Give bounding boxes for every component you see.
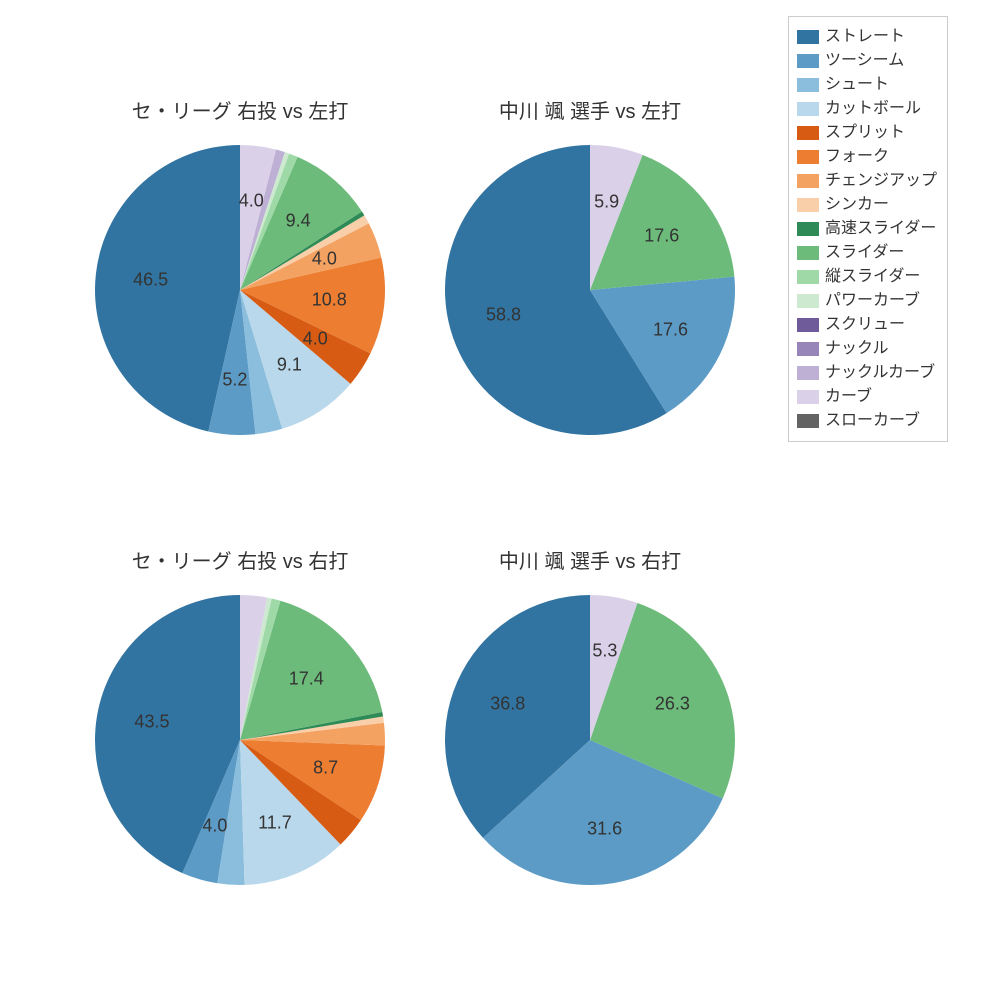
legend-label: シンカー	[825, 193, 889, 217]
legend-item: スクリュー	[797, 313, 937, 337]
pie-holder	[95, 595, 385, 890]
legend-label: スクリュー	[825, 313, 905, 337]
legend-label: ナックルカーブ	[825, 361, 935, 385]
legend-item: ナックルカーブ	[797, 361, 937, 385]
chart-title: セ・リーグ 右投 vs 右打	[132, 545, 349, 574]
chart-stage: セ・リーグ 右投 vs 左打46.55.29.14.010.84.09.44.0…	[0, 0, 1000, 1000]
legend-label: シュート	[825, 73, 889, 97]
legend-item: 縦スライダー	[797, 265, 937, 289]
legend-swatch	[797, 390, 819, 404]
pie-holder	[95, 145, 385, 440]
legend-item: シンカー	[797, 193, 937, 217]
legend-item: パワーカーブ	[797, 289, 937, 313]
legend-item: 高速スライダー	[797, 217, 937, 241]
legend-swatch	[797, 78, 819, 92]
legend-item: チェンジアップ	[797, 169, 937, 193]
legend-swatch	[797, 318, 819, 332]
pie-holder	[445, 595, 735, 890]
legend: ストレートツーシームシュートカットボールスプリットフォークチェンジアップシンカー…	[788, 16, 948, 442]
legend-item: スライダー	[797, 241, 937, 265]
legend-swatch	[797, 126, 819, 140]
legend-swatch	[797, 150, 819, 164]
chart-title: 中川 颯 選手 vs 右打	[499, 545, 681, 574]
legend-label: ナックル	[825, 337, 889, 361]
pie-chart	[445, 595, 735, 885]
legend-label: カーブ	[825, 385, 872, 409]
legend-label: カットボール	[825, 97, 921, 121]
legend-swatch	[797, 246, 819, 260]
legend-item: カットボール	[797, 97, 937, 121]
legend-swatch	[797, 270, 819, 284]
legend-swatch	[797, 30, 819, 44]
legend-label: チェンジアップ	[825, 169, 937, 193]
legend-label: スローカーブ	[825, 409, 920, 433]
legend-swatch	[797, 54, 819, 68]
legend-item: シュート	[797, 73, 937, 97]
legend-swatch	[797, 366, 819, 380]
legend-item: カーブ	[797, 385, 937, 409]
legend-swatch	[797, 222, 819, 236]
pie-holder	[445, 145, 735, 440]
legend-label: スライダー	[825, 241, 904, 265]
pie-chart	[445, 145, 735, 435]
legend-item: ツーシーム	[797, 49, 937, 73]
legend-swatch	[797, 174, 819, 188]
pie-chart	[95, 595, 385, 885]
legend-label: ストレート	[825, 25, 905, 49]
legend-label: フォーク	[825, 145, 889, 169]
legend-label: ツーシーム	[825, 49, 904, 73]
pie-chart	[95, 145, 385, 435]
legend-item: スローカーブ	[797, 409, 937, 433]
legend-swatch	[797, 198, 819, 212]
legend-item: ナックル	[797, 337, 937, 361]
legend-swatch	[797, 294, 819, 308]
legend-item: フォーク	[797, 145, 937, 169]
chart-title: セ・リーグ 右投 vs 左打	[132, 95, 349, 124]
legend-item: スプリット	[797, 121, 937, 145]
legend-label: 縦スライダー	[825, 265, 920, 289]
legend-swatch	[797, 342, 819, 356]
legend-label: スプリット	[825, 121, 905, 145]
legend-label: パワーカーブ	[825, 289, 920, 313]
legend-swatch	[797, 414, 819, 428]
legend-item: ストレート	[797, 25, 937, 49]
legend-label: 高速スライダー	[825, 217, 936, 241]
chart-title: 中川 颯 選手 vs 左打	[499, 95, 681, 124]
legend-swatch	[797, 102, 819, 116]
